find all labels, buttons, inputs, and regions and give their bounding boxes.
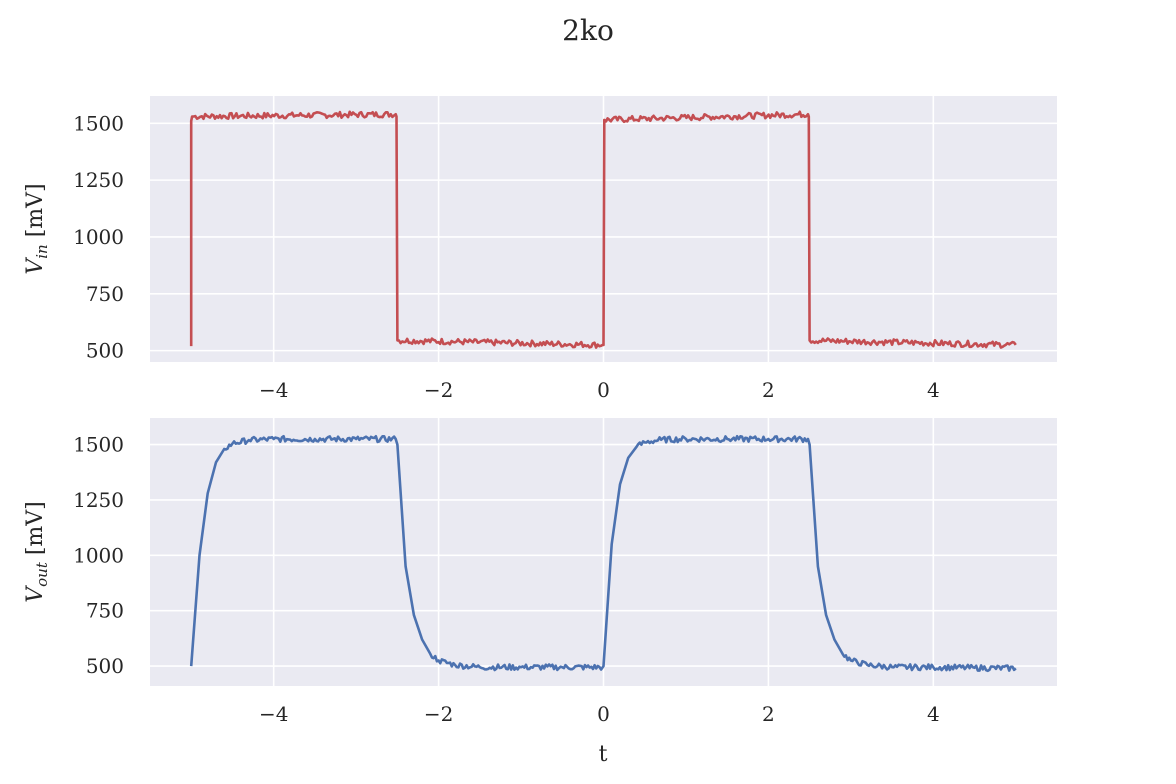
vout-y-tick-label: 750	[86, 599, 124, 623]
vin-y-tick-label: 500	[86, 339, 124, 363]
vin-x-tick-label: 0	[597, 378, 610, 402]
vin-panel: −4 −2 0 2 4 500 750 1000 1250 1500 Vin [mV]	[23, 96, 1057, 402]
vout-y-tick-label: 1000	[73, 543, 124, 567]
vout-y-tick-label: 1500	[73, 433, 124, 457]
vin-y-axis-label: Vin [mV]	[23, 183, 51, 274]
vout-panel: −4 −2 0 2 4 500 750 1000 1250 1500 Vout [mV]	[23, 418, 1057, 726]
vout-x-tick-label: 4	[927, 702, 940, 726]
figure-title: 2ko	[562, 14, 614, 47]
vin-y-tick-label: 750	[86, 282, 124, 306]
vin-x-tick-label: −4	[259, 378, 288, 402]
vout-y-tick-label: 500	[86, 654, 124, 678]
vout-y-tick-label: 1250	[73, 488, 124, 512]
vin-x-tick-label: 4	[927, 378, 940, 402]
vin-y-tick-label: 1500	[73, 111, 124, 135]
vout-series-line	[189, 434, 1017, 673]
vin-x-tick-label: −2	[424, 378, 453, 402]
vout-x-tick-label: −2	[424, 702, 453, 726]
vout-x-tick-label: 2	[762, 702, 775, 726]
x-axis-label: t	[599, 742, 608, 767]
vout-x-tick-label: 0	[597, 702, 610, 726]
vin-series-line	[189, 110, 1017, 349]
vin-x-tick-label: 2	[762, 378, 775, 402]
vout-x-tick-label: −4	[259, 702, 288, 726]
vin-y-tick-label: 1250	[73, 168, 124, 192]
vout-y-axis-label: Vout [mV]	[23, 501, 51, 603]
vin-y-tick-label: 1000	[73, 225, 124, 249]
